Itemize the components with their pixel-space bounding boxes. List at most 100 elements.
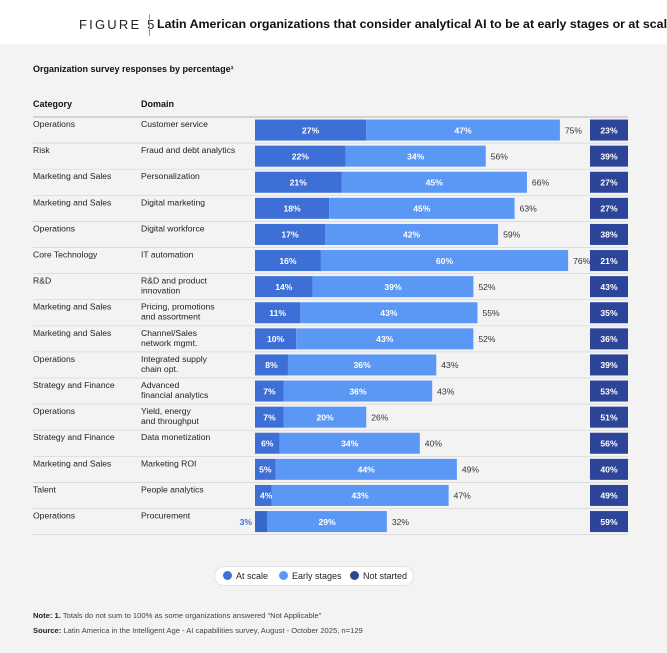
category-column-header: Category: [33, 99, 73, 109]
bar-not-started: [590, 432, 628, 454]
bar-early-stages: [267, 511, 387, 533]
domain-label: Integrated supply: [141, 354, 208, 364]
legend-not-started: Not started: [350, 571, 407, 581]
bar-at-scale-value: 21%: [290, 177, 308, 187]
bar-at-scale: [255, 432, 280, 454]
bar-early-stages-value: 45%: [413, 204, 431, 214]
legend-at-scale-swatch: [223, 571, 232, 580]
domain-label: Digital workforce: [141, 223, 205, 233]
legend-at-scale-label: At scale: [236, 571, 269, 581]
bar-early-stages: [279, 432, 420, 454]
bar-not-started-value: 36%: [600, 334, 618, 344]
bar-early-stages-value: 43%: [351, 491, 369, 501]
bar-total-value: 43%: [437, 386, 455, 396]
bar-at-scale: [255, 484, 272, 506]
bar-not-started-value: 40%: [600, 465, 618, 475]
bar-early-stages-value: 39%: [384, 282, 402, 292]
bar-at-scale: [255, 171, 342, 193]
category-label: Operations: [33, 119, 75, 129]
domain-label: Procurement: [141, 511, 191, 521]
bar-early-stages-value: 34%: [341, 438, 359, 448]
bar-not-started-value: 59%: [600, 517, 618, 527]
bar-at-scale-value: 4%: [260, 491, 273, 501]
bar-not-started: [590, 484, 628, 506]
bar-not-started-value: 49%: [600, 491, 618, 501]
bar-not-started-value: 21%: [600, 256, 618, 266]
bar-at-scale: [255, 119, 367, 141]
domain-column-header: Domain: [141, 99, 175, 109]
category-label: Marketing and Sales: [33, 197, 111, 207]
bar-total-value: 43%: [441, 360, 459, 370]
bar-at-scale-value: 18%: [283, 204, 301, 214]
bar-early-stages-value: 34%: [407, 151, 425, 161]
bar-at-scale-value: 27%: [302, 125, 320, 135]
bar-early-stages: [296, 328, 474, 350]
bar-total-value: 56%: [491, 151, 509, 161]
bar-not-started: [590, 250, 628, 272]
bar-early-stages: [366, 119, 560, 141]
bar-early-stages-value: 42%: [403, 230, 421, 240]
domain-label: network mgmt.: [141, 338, 197, 348]
domain-label: Customer service: [141, 119, 208, 129]
bar-total-value: 59%: [503, 230, 521, 240]
bar-early-stages-value: 43%: [380, 308, 398, 318]
header-divider: [149, 14, 150, 36]
bar-early-stages: [345, 145, 486, 167]
bar-not-started-value: 56%: [600, 438, 618, 448]
bar-early-stages-value: 29%: [318, 517, 336, 527]
category-label: Strategy and Finance: [33, 432, 115, 442]
bar-total-value: 47%: [454, 491, 472, 501]
bar-at-scale: [255, 145, 346, 167]
bar-total-value: 40%: [425, 438, 443, 448]
chart-source: Source: Latin America in the Intelligent…: [33, 626, 363, 635]
bar-early-stages: [329, 197, 515, 219]
bar-at-scale-value: 11%: [269, 308, 286, 318]
bar-not-started-value: 27%: [600, 204, 618, 214]
bar-not-started: [590, 380, 628, 402]
domain-label: financial analytics: [141, 390, 208, 400]
bar-early-stages: [312, 276, 474, 298]
bar-at-scale: [255, 458, 276, 480]
bar-at-scale-value: 5%: [259, 465, 272, 475]
bar-total-value: 76%: [573, 256, 591, 266]
bar-not-started-value: 39%: [600, 360, 618, 370]
bar-total-value: 63%: [520, 204, 538, 214]
bar-early-stages: [275, 458, 457, 480]
bar-at-scale-value: 16%: [279, 256, 297, 266]
bar-not-started-value: 39%: [600, 151, 618, 161]
bar-early-stages-value: 36%: [349, 386, 367, 396]
domain-label: Fraud and debt analytics: [141, 145, 235, 155]
bar-early-stages-value: 60%: [436, 256, 454, 266]
domain-label: People analytics: [141, 484, 204, 494]
bar-not-started: [590, 328, 628, 350]
category-label: Operations: [33, 406, 75, 416]
bar-at-scale: [255, 276, 313, 298]
figure-title: Latin American organizations that consid…: [157, 17, 667, 31]
domain-label: IT automation: [141, 250, 194, 260]
chart-note: Note: 1. Totals do not sum to 100% as so…: [33, 611, 321, 620]
bar-early-stages-value: 45%: [426, 177, 444, 187]
domain-label: Personalization: [141, 171, 200, 181]
bar-at-scale: [255, 250, 321, 272]
category-label: Marketing and Sales: [33, 328, 111, 338]
bar-at-scale: [255, 406, 284, 428]
chart-panel: Organization survey responses by percent…: [0, 44, 667, 653]
legend-not-started-swatch: [350, 571, 359, 580]
figure-label: FIGURE 5: [79, 17, 157, 32]
category-label: Talent: [33, 484, 57, 494]
bar-not-started: [590, 276, 628, 298]
legend-not-started-label: Not started: [363, 571, 408, 581]
bar-total-value: 52%: [478, 282, 496, 292]
bar-at-scale-value: 10%: [267, 334, 285, 344]
bar-not-started: [590, 119, 628, 141]
bar-at-scale-value: 8%: [265, 360, 278, 370]
bar-early-stages-value: 20%: [316, 412, 334, 422]
bar-at-scale-value: 14%: [275, 282, 293, 292]
legend-at-scale: At scale: [223, 571, 268, 581]
bar-not-started-value: 38%: [600, 230, 618, 240]
bar-at-scale-value: 7%: [263, 412, 276, 422]
bar-total-value: 52%: [478, 334, 496, 344]
domain-label: R&D and product: [141, 276, 208, 286]
bar-not-started: [590, 458, 628, 480]
chart-subtitle: Organization survey responses by percent…: [33, 64, 234, 74]
